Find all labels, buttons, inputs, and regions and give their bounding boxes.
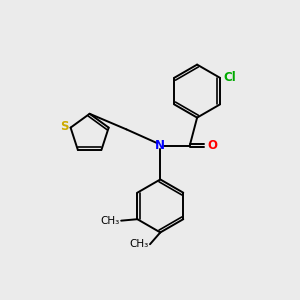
Text: S: S [60,120,68,133]
Text: N: N [155,139,165,152]
Text: O: O [207,139,217,152]
Text: CH₃: CH₃ [100,216,120,226]
Text: CH₃: CH₃ [129,239,148,249]
Text: Cl: Cl [223,71,236,84]
